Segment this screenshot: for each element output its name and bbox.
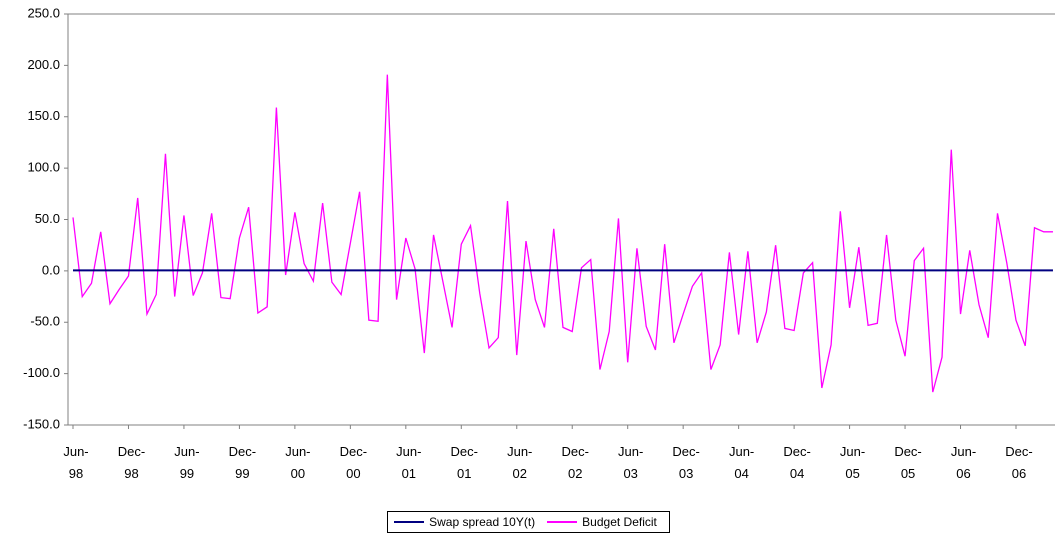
y-tick-label: 0.0 <box>42 262 60 277</box>
legend-label: Budget Deficit <box>582 515 657 529</box>
y-tick-label: -50.0 <box>30 314 60 329</box>
legend-swatch <box>394 521 425 523</box>
x-tick-label: Jun- 05 <box>839 444 866 481</box>
legend-swatch <box>547 521 578 523</box>
y-tick-label: 100.0 <box>27 160 60 175</box>
x-tick-label: Jun- 00 <box>285 444 311 481</box>
x-tick-label: Dec- 06 <box>1005 444 1033 481</box>
x-tick-label: Jun- 03 <box>618 444 644 481</box>
y-tick-label: 250.0 <box>27 5 60 20</box>
y-tick-label: 50.0 <box>35 211 60 226</box>
x-tick-label: Jun- 99 <box>174 444 200 481</box>
x-tick-label: Dec- 04 <box>783 444 811 481</box>
x-tick-label: Dec- 03 <box>672 444 700 481</box>
x-tick-label: Jun- 98 <box>63 444 89 481</box>
legend-label: Swap spread 10Y(t) <box>429 515 536 529</box>
x-tick-label: Dec- 01 <box>450 444 478 481</box>
x-tick-label: Dec- 98 <box>117 444 146 481</box>
data-line <box>72 74 1053 393</box>
legend-box: Swap spread 10Y(t) Budget Deficit <box>387 511 670 533</box>
y-tick-label: -100.0 <box>23 365 60 380</box>
x-tick-label: Dec- 00 <box>339 444 368 481</box>
x-tick-label: Jun- 06 <box>950 444 977 481</box>
legend-item: Budget Deficit <box>547 515 657 529</box>
x-tick-label: Jun- 01 <box>396 444 422 481</box>
y-tick-label: 150.0 <box>27 108 60 123</box>
x-tick-label: Jun- 02 <box>507 444 533 481</box>
x-tick-label: Jun- 04 <box>728 444 755 481</box>
legend-item: Swap spread 10Y(t) <box>394 515 535 529</box>
x-tick-label: Dec- 05 <box>894 444 922 481</box>
x-tick-label: Dec- 02 <box>561 444 589 481</box>
y-tick-label: 200.0 <box>27 57 60 72</box>
x-tick-label: Dec- 99 <box>228 444 257 481</box>
legend: Swap spread 10Y(t) Budget Deficit <box>0 511 1057 533</box>
y-tick-label: -150.0 <box>23 416 60 431</box>
